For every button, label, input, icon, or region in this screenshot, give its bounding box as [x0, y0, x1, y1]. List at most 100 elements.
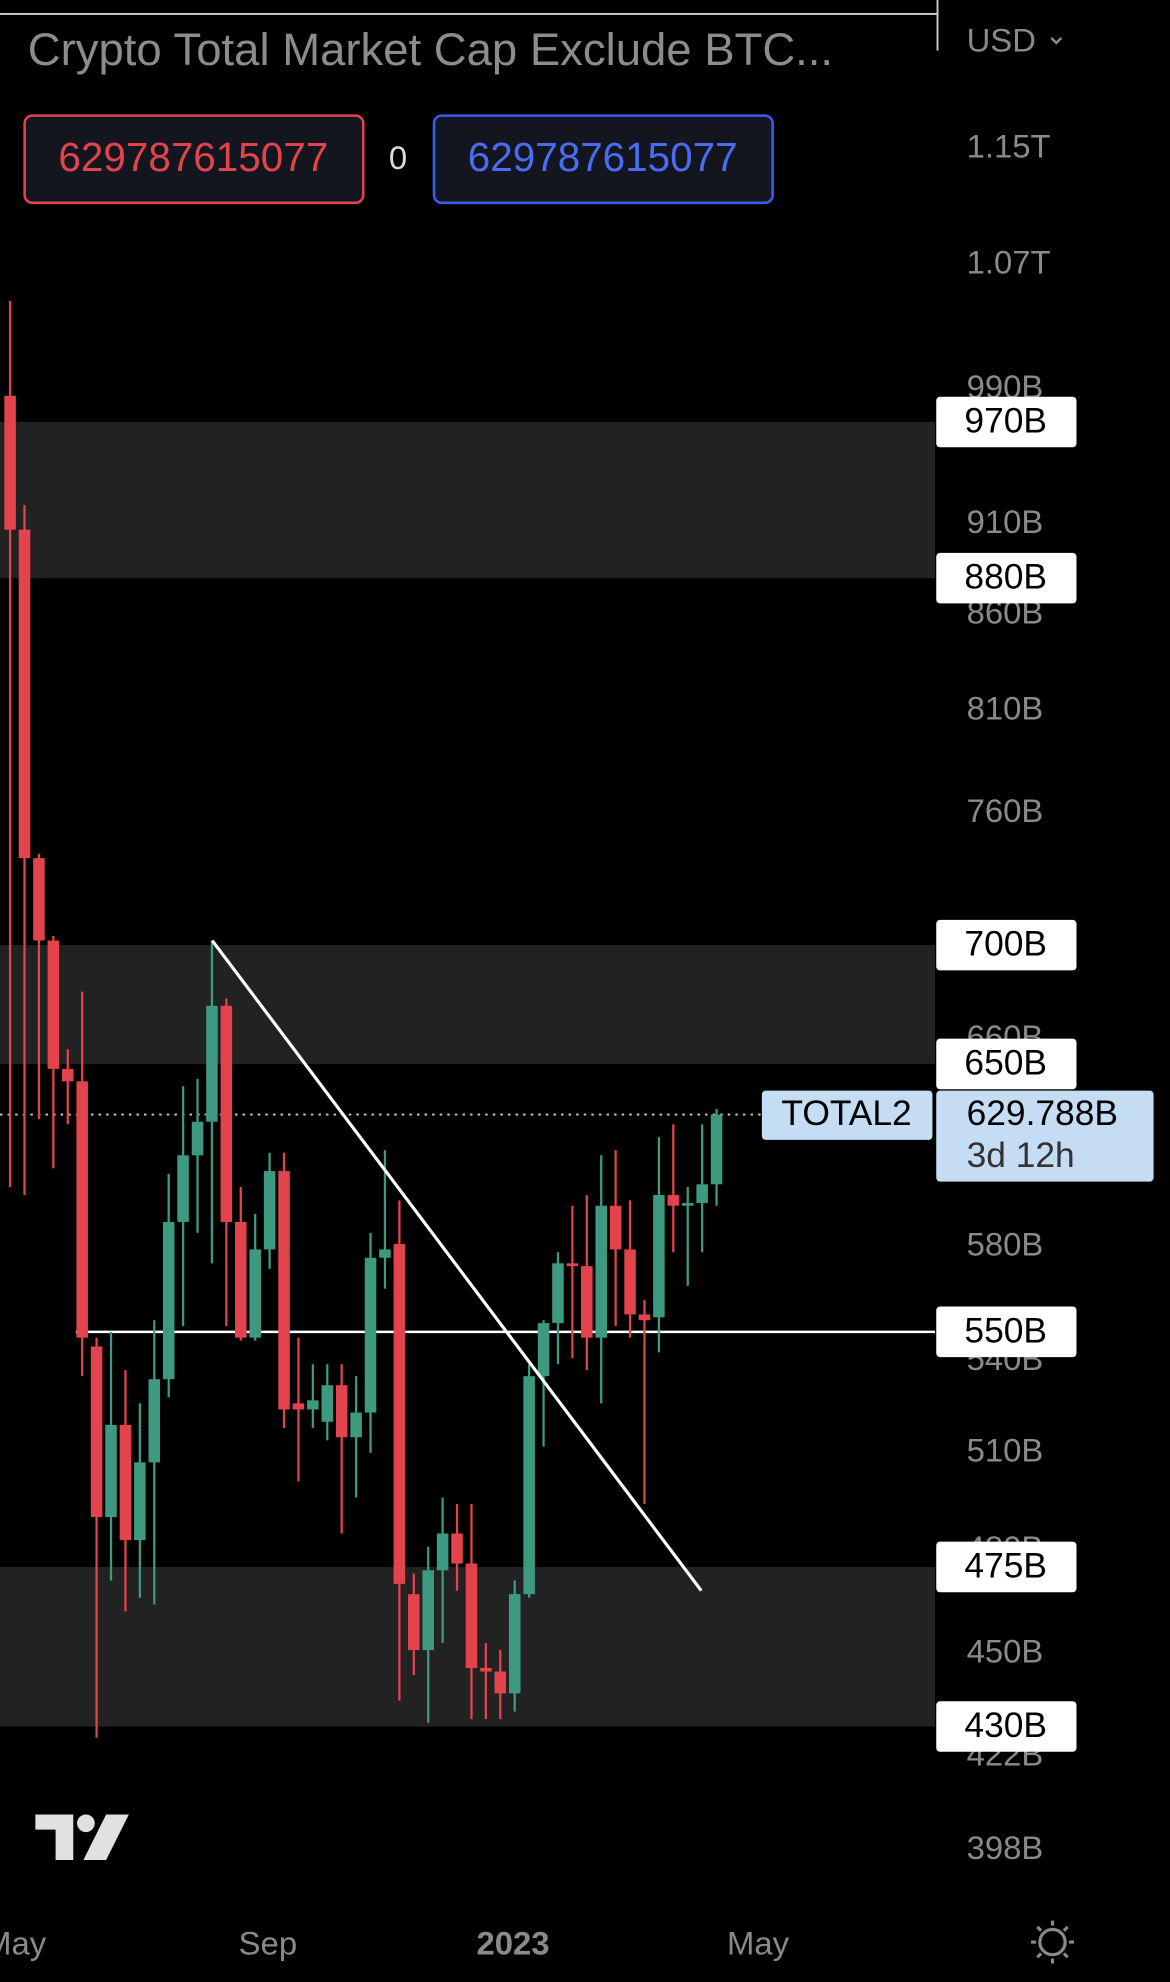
candle-body	[162, 1221, 175, 1380]
y-tick-label: 810B	[967, 690, 1044, 727]
candle-body	[523, 1376, 535, 1595]
candle-body	[667, 1194, 680, 1206]
candle-body	[335, 1385, 348, 1438]
level-label-box	[936, 919, 1077, 971]
candle-body	[638, 1314, 651, 1321]
candle-body	[537, 1323, 550, 1377]
candle-body	[76, 1081, 88, 1338]
candle-body	[681, 1203, 694, 1206]
level-label-box	[936, 552, 1077, 604]
input-value-low[interactable]: 629787615077	[58, 134, 328, 180]
y-tick-label: 510B	[967, 1432, 1044, 1469]
candle-body	[249, 1249, 261, 1338]
settings-rays[interactable]	[1031, 1920, 1074, 1964]
symbol-label-box	[761, 1090, 933, 1140]
candle-body	[191, 1121, 204, 1156]
y-tick-label: 450B	[967, 1632, 1044, 1669]
level-label-box	[936, 1701, 1077, 1752]
candle-body	[552, 1263, 564, 1324]
candle-body	[90, 1346, 103, 1518]
candle-body	[134, 1462, 146, 1541]
level-label: 475B	[964, 1547, 1047, 1586]
candle-body	[364, 1257, 377, 1413]
logo	[35, 1814, 129, 1860]
candle-body	[581, 1266, 593, 1338]
y-tick-label: 760B	[967, 792, 1044, 829]
candle-body	[292, 1403, 305, 1410]
y-tick-label: 910B	[967, 503, 1044, 540]
candle-body	[278, 1171, 290, 1410]
y-tick-label: 580B	[967, 1225, 1044, 1262]
settings-circle[interactable]	[1038, 1927, 1067, 1957]
symbol-label: TOTAL2	[781, 1094, 911, 1133]
candle-body	[436, 1533, 449, 1571]
candle-body	[105, 1424, 117, 1518]
candle-body	[465, 1563, 478, 1668]
candle-body	[609, 1205, 622, 1250]
level-label: 970B	[964, 402, 1047, 441]
x-tick-label: Sep	[239, 1925, 297, 1962]
candle-body	[33, 858, 45, 941]
logo-seven	[35, 1814, 74, 1860]
x-tick-label: May	[0, 1925, 47, 1962]
logo-dot	[77, 1814, 95, 1833]
candle-body	[379, 1249, 391, 1258]
level-label: 880B	[964, 558, 1047, 597]
candle-body	[18, 529, 31, 859]
level-label-box	[936, 1306, 1077, 1358]
level-label: 430B	[964, 1706, 1047, 1745]
candle-body	[422, 1570, 434, 1651]
candle-body	[494, 1671, 507, 1694]
candle-body	[206, 1005, 218, 1122]
candle-body	[393, 1243, 406, 1584]
settings-icon[interactable]	[1031, 1920, 1074, 1964]
candle-body	[119, 1424, 132, 1541]
logo-slash	[83, 1814, 129, 1860]
level-labels: 970B 880B 700B 650B 550B 475B 430B TOTAL2 629.78…	[761, 396, 1154, 1752]
candle-body	[408, 1594, 420, 1651]
candle-body	[566, 1263, 579, 1267]
candle-body	[480, 1667, 492, 1672]
x-tick-label: 2023	[476, 1925, 549, 1962]
candle-body	[47, 940, 60, 1069]
currency[interactable]: USD	[967, 22, 1036, 59]
countdown-label: 3d 12h	[967, 1136, 1075, 1175]
y-tick-label: 1.15T	[967, 128, 1051, 165]
candle-body	[4, 395, 16, 530]
y-tick-label: 398B	[967, 1829, 1044, 1866]
marks	[0, 301, 762, 1738]
candle-body	[696, 1184, 708, 1204]
trend-line	[210, 939, 703, 1592]
level-label-box	[936, 1541, 1077, 1593]
last-price-box	[936, 1090, 1154, 1182]
currency-chevron[interactable]	[1050, 37, 1063, 45]
candle-body	[321, 1385, 334, 1422]
candle-body	[61, 1068, 74, 1082]
candle-body	[263, 1171, 276, 1250]
level-label: 700B	[964, 925, 1047, 964]
candle-body	[451, 1533, 463, 1564]
candle-body	[307, 1400, 319, 1410]
input-value-high[interactable]: 629787615077	[468, 134, 738, 180]
level-label: 550B	[964, 1311, 1047, 1350]
level-label: 650B	[964, 1044, 1047, 1083]
candle-body	[148, 1379, 161, 1463]
candle-body	[710, 1114, 723, 1185]
level-label-box	[936, 396, 1077, 448]
candle-body	[595, 1205, 607, 1338]
candle-body	[624, 1249, 636, 1315]
candle-body	[220, 1005, 233, 1222]
input-box-high[interactable]	[432, 114, 774, 205]
last-price-label: 629.788B	[967, 1094, 1118, 1133]
candle-body	[350, 1412, 362, 1438]
candle-body	[508, 1594, 521, 1694]
input-separator: 0	[389, 139, 407, 176]
zone	[0, 945, 935, 1064]
y-tick-label: 1.07T	[967, 243, 1051, 280]
input-box-low[interactable]	[23, 114, 365, 205]
candle-body	[177, 1155, 189, 1222]
zone	[0, 421, 935, 579]
x-tick-label: May	[727, 1925, 790, 1962]
